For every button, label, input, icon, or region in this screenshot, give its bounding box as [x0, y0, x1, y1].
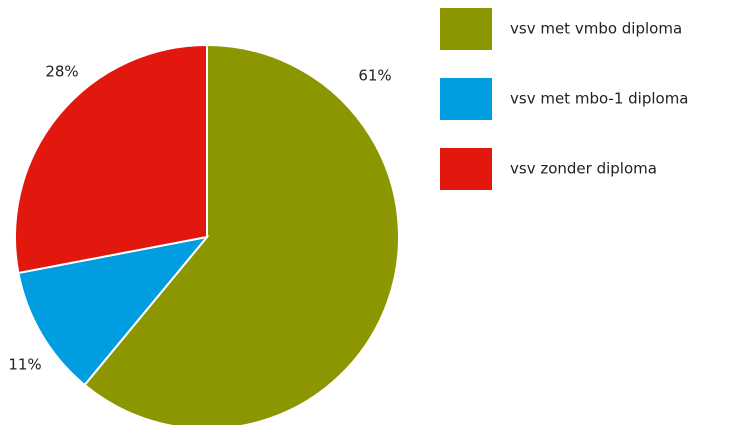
legend-swatch [440, 78, 492, 120]
legend-label: vsv met mbo-1 diploma [510, 90, 689, 108]
data-label: 11% [8, 356, 41, 374]
pie-slice [83, 43, 400, 425]
data-label: 61% [358, 67, 391, 85]
legend-swatch [440, 148, 492, 190]
legend-swatch [440, 8, 492, 50]
pie-slice [17, 235, 210, 387]
pie-slice [14, 43, 208, 275]
data-label: 28% [45, 63, 78, 81]
legend-label: vsv met vmbo diploma [510, 20, 682, 38]
legend-label: vsv zonder diploma [510, 160, 657, 178]
